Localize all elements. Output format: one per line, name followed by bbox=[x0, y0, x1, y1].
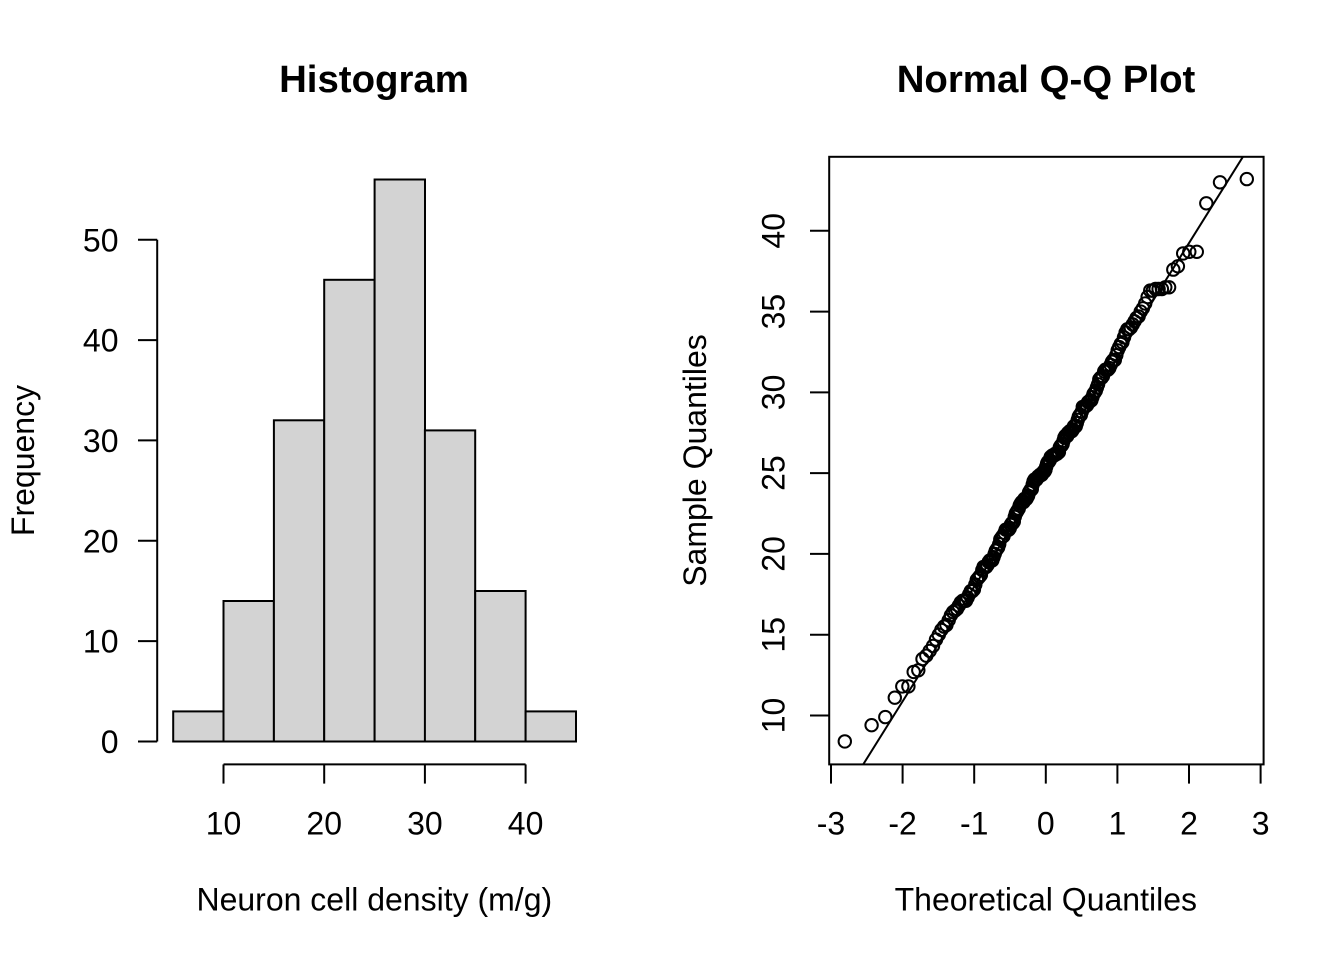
svg-text:Frequency: Frequency bbox=[5, 385, 41, 536]
svg-text:30: 30 bbox=[407, 806, 443, 842]
svg-text:40: 40 bbox=[83, 323, 119, 359]
svg-text:30: 30 bbox=[83, 423, 119, 459]
svg-text:Theoretical Quantiles: Theoretical Quantiles bbox=[895, 882, 1197, 918]
svg-text:0: 0 bbox=[101, 724, 119, 760]
svg-text:50: 50 bbox=[83, 222, 119, 258]
svg-text:3: 3 bbox=[1252, 806, 1270, 842]
svg-text:40: 40 bbox=[508, 806, 544, 842]
svg-text:10: 10 bbox=[206, 806, 242, 842]
svg-text:0: 0 bbox=[1037, 806, 1055, 842]
svg-text:-3: -3 bbox=[817, 806, 845, 842]
svg-text:-2: -2 bbox=[888, 806, 916, 842]
svg-text:Normal Q-Q Plot: Normal Q-Q Plot bbox=[897, 58, 1196, 101]
svg-text:Neuron cell density (m/g): Neuron cell density (m/g) bbox=[196, 882, 552, 918]
svg-text:35: 35 bbox=[756, 294, 792, 330]
svg-text:Sample Quantiles: Sample Quantiles bbox=[677, 334, 713, 587]
svg-text:30: 30 bbox=[756, 375, 792, 411]
svg-text:10: 10 bbox=[83, 624, 119, 660]
svg-text:20: 20 bbox=[83, 523, 119, 559]
svg-text:10: 10 bbox=[756, 698, 792, 734]
svg-text:-1: -1 bbox=[960, 806, 988, 842]
svg-text:20: 20 bbox=[306, 806, 342, 842]
svg-text:20: 20 bbox=[756, 536, 792, 572]
svg-text:Histogram: Histogram bbox=[279, 58, 469, 101]
svg-text:2: 2 bbox=[1180, 806, 1198, 842]
svg-text:40: 40 bbox=[756, 213, 792, 249]
svg-text:25: 25 bbox=[756, 455, 792, 491]
svg-text:1: 1 bbox=[1109, 806, 1127, 842]
svg-text:15: 15 bbox=[756, 617, 792, 653]
